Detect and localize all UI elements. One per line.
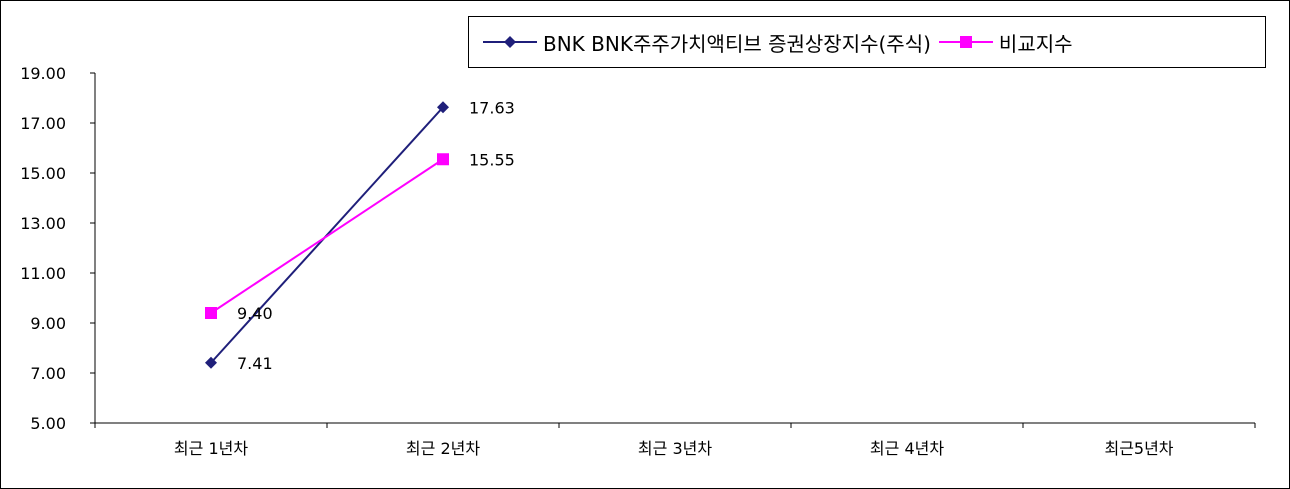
x-tick-label: 최근 4년차	[870, 439, 944, 458]
legend-item-series-2: 비교지수	[937, 28, 1073, 57]
series-1-point	[437, 101, 449, 114]
series-1-data-label: 7.41	[237, 354, 273, 373]
y-tick-label: 13.00	[20, 214, 66, 233]
y-tick-label: 5.00	[30, 414, 66, 433]
x-tick-label: 최근 2년차	[406, 439, 480, 458]
y-tick-label: 15.00	[20, 164, 66, 183]
y-tick-label: 19.00	[20, 64, 66, 83]
x-tick-label: 최근5년차	[1104, 439, 1173, 458]
legend-label-series-1: BNK BNK주주가치액티브 증권상장지수(주식)	[543, 31, 931, 56]
series-2-point	[205, 307, 217, 319]
legend-swatch-series-1	[483, 36, 537, 48]
legend-label-series-2: 비교지수	[998, 31, 1073, 56]
y-tick-label: 9.00	[30, 314, 66, 333]
y-tick-label: 17.00	[20, 114, 66, 133]
y-tick-label: 7.00	[30, 364, 66, 383]
series-2-data-label: 15.55	[469, 150, 515, 169]
y-tick-label: 11.00	[20, 264, 66, 283]
series-2-point	[437, 153, 449, 166]
series-2-data-label: 9.40	[237, 304, 273, 323]
series-1-point	[205, 356, 217, 369]
x-tick-label: 최근 3년차	[638, 439, 712, 458]
legend-swatch-series-2	[938, 36, 993, 48]
x-tick-label: 최근 1년차	[174, 439, 248, 458]
series-2-line	[210, 158, 444, 314]
legend-item-series-1: BNK BNK주주가치액티브 증권상장지수(주식)	[481, 28, 931, 57]
series-1-data-label: 17.63	[469, 98, 515, 117]
legend: BNK BNK주주가치액티브 증권상장지수(주식) 비교지수	[468, 16, 1266, 68]
